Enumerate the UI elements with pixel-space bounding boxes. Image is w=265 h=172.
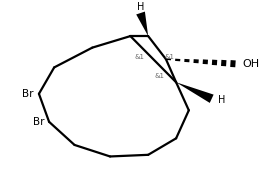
Polygon shape <box>166 58 171 60</box>
Text: Br: Br <box>22 89 34 99</box>
Polygon shape <box>184 59 189 62</box>
Text: &1: &1 <box>154 73 165 79</box>
Text: &1: &1 <box>165 54 175 60</box>
Text: &1: &1 <box>134 54 144 60</box>
Polygon shape <box>221 60 227 66</box>
Polygon shape <box>203 59 208 64</box>
Text: Br: Br <box>33 117 44 127</box>
Polygon shape <box>193 59 199 63</box>
Polygon shape <box>176 82 214 103</box>
Text: OH: OH <box>242 59 259 69</box>
Polygon shape <box>175 59 180 61</box>
Polygon shape <box>212 60 217 65</box>
Text: H: H <box>218 95 226 105</box>
Text: H: H <box>137 2 144 12</box>
Polygon shape <box>136 12 148 36</box>
Polygon shape <box>230 60 236 67</box>
